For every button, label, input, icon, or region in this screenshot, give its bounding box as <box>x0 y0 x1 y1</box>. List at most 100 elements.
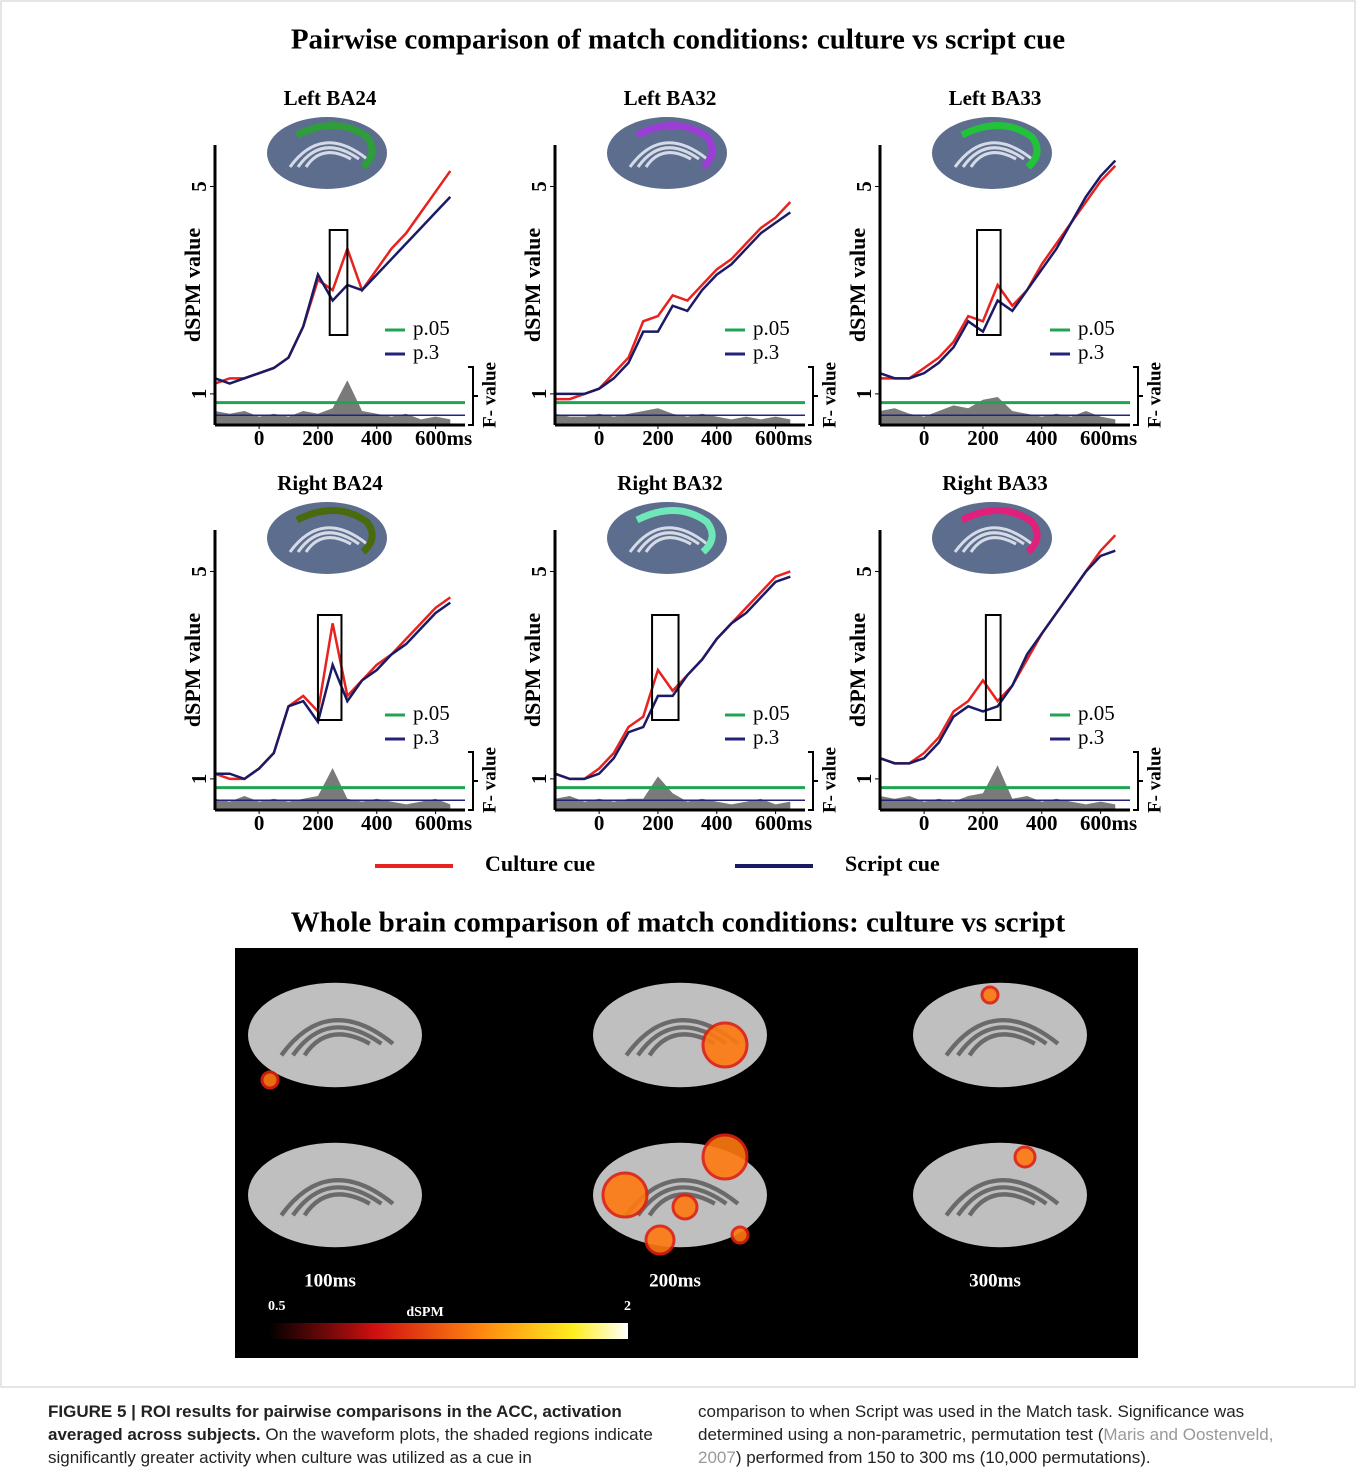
legend-label: p.3 <box>753 725 779 749</box>
activation-blob <box>603 1173 647 1217</box>
chart-title: Left BA33 <box>949 86 1042 110</box>
activation-blob <box>703 1023 747 1067</box>
f-bracket <box>808 367 818 425</box>
x-tick-label: 200 <box>302 426 334 450</box>
activation-blob <box>262 1072 278 1088</box>
x-tick-label: 200 <box>967 811 999 835</box>
chart-title: Right BA33 <box>942 471 1048 495</box>
time-label: 200ms <box>649 1270 701 1291</box>
x-tick-label: 200 <box>642 426 674 450</box>
series-line <box>555 212 790 393</box>
y-axis-label: dSPM value <box>180 613 205 728</box>
legend-label: p.3 <box>1078 725 1104 749</box>
x-tick-label: 0 <box>254 426 265 450</box>
chart-title: Right BA24 <box>277 471 383 495</box>
legend-label: p.05 <box>413 316 450 340</box>
colorbar <box>268 1323 628 1339</box>
legend-label: p.05 <box>1078 701 1115 725</box>
f-value-area <box>555 408 790 425</box>
y-tick-label: 5 <box>527 566 551 577</box>
x-tick-label: 200 <box>967 426 999 450</box>
legend-label: p.3 <box>413 725 439 749</box>
legend-label: p.3 <box>413 340 439 364</box>
y-tick-label: 1 <box>852 389 876 400</box>
y2-axis-label: F- value <box>479 362 500 428</box>
f-bracket <box>1133 367 1143 425</box>
colorbar-min: 0.5 <box>268 1299 286 1314</box>
y-tick-label: 1 <box>527 389 551 400</box>
x-tick-label: 200 <box>642 811 674 835</box>
page: Pairwise comparison of match conditions:… <box>0 0 1357 1475</box>
activation-blob <box>646 1226 674 1254</box>
y-tick-label: 5 <box>852 181 876 192</box>
y-tick-label: 5 <box>187 566 211 577</box>
figure: Pairwise comparison of match conditions:… <box>0 0 1357 1390</box>
y-tick-label: 1 <box>527 774 551 785</box>
y2-axis-label: F- value <box>819 362 840 428</box>
y-tick-label: 1 <box>187 389 211 400</box>
series-line <box>555 202 790 399</box>
time-label: 100ms <box>304 1270 356 1291</box>
x-tick-label: 600ms <box>755 811 812 835</box>
y-axis-label: dSPM value <box>520 613 545 728</box>
x-tick-label: 0 <box>919 811 930 835</box>
f-bracket <box>1133 752 1143 810</box>
legend-label: p.05 <box>753 316 790 340</box>
legend-label: p.3 <box>1078 340 1104 364</box>
y-axis-label: dSPM value <box>520 228 545 343</box>
y-axis-label: dSPM value <box>180 228 205 343</box>
y-tick-label: 5 <box>527 181 551 192</box>
activation-blob <box>703 1135 747 1179</box>
legend-label: p.05 <box>413 701 450 725</box>
y2-axis-label: F- value <box>1144 362 1165 428</box>
chart-title: Left BA32 <box>624 86 717 110</box>
x-tick-label: 400 <box>1026 811 1058 835</box>
x-tick-label: 0 <box>254 811 265 835</box>
chart-title: Right BA32 <box>617 471 723 495</box>
caption-left: FIGURE 5 | ROI results for pairwise comp… <box>48 1400 658 1469</box>
x-tick-label: 600ms <box>755 426 812 450</box>
legend-label: p.05 <box>753 701 790 725</box>
y-tick-label: 1 <box>852 774 876 785</box>
y2-axis-label: F- value <box>819 747 840 813</box>
legend-label: Script cue <box>845 851 940 876</box>
f-bracket <box>808 752 818 810</box>
x-tick-label: 0 <box>594 811 605 835</box>
activation-blob <box>673 1195 697 1219</box>
y2-axis-label: F- value <box>479 747 500 813</box>
f-value-area <box>555 776 790 810</box>
series-line <box>215 597 450 778</box>
y-tick-label: 5 <box>187 181 211 192</box>
f-bracket <box>468 752 478 810</box>
x-tick-label: 400 <box>361 426 393 450</box>
f-bracket <box>468 367 478 425</box>
chart-title: Left BA24 <box>284 86 377 110</box>
x-tick-label: 600ms <box>415 811 472 835</box>
y-tick-label: 1 <box>187 774 211 785</box>
y-axis-label: dSPM value <box>845 228 870 343</box>
activation-blob <box>732 1227 748 1243</box>
y-axis-label: dSPM value <box>845 613 870 728</box>
x-tick-label: 200 <box>302 811 334 835</box>
highlight-box <box>652 615 678 720</box>
section-title: Whole brain comparison of match conditio… <box>291 907 1066 939</box>
colorbar-label: dSPM <box>406 1305 443 1320</box>
activation-blob <box>1015 1147 1035 1167</box>
activation-blob <box>982 987 998 1003</box>
caption-text: ) performed from 150 to 300 ms (10,000 p… <box>736 1448 1151 1467</box>
legend-label: p.05 <box>1078 316 1115 340</box>
x-tick-label: 400 <box>361 811 393 835</box>
x-tick-label: 0 <box>919 426 930 450</box>
x-tick-label: 600ms <box>1080 811 1137 835</box>
highlight-box <box>330 230 348 335</box>
time-label: 300ms <box>969 1270 1021 1291</box>
x-tick-label: 600ms <box>1080 426 1137 450</box>
x-tick-label: 600ms <box>415 426 472 450</box>
x-tick-label: 400 <box>1026 426 1058 450</box>
colorbar-max: 2 <box>624 1299 631 1314</box>
caption-right: comparison to when Script was used in th… <box>698 1400 1308 1469</box>
x-tick-label: 0 <box>594 426 605 450</box>
x-tick-label: 400 <box>701 426 733 450</box>
figure-title: Pairwise comparison of match conditions:… <box>291 24 1065 56</box>
legend-label: Culture cue <box>485 851 595 876</box>
